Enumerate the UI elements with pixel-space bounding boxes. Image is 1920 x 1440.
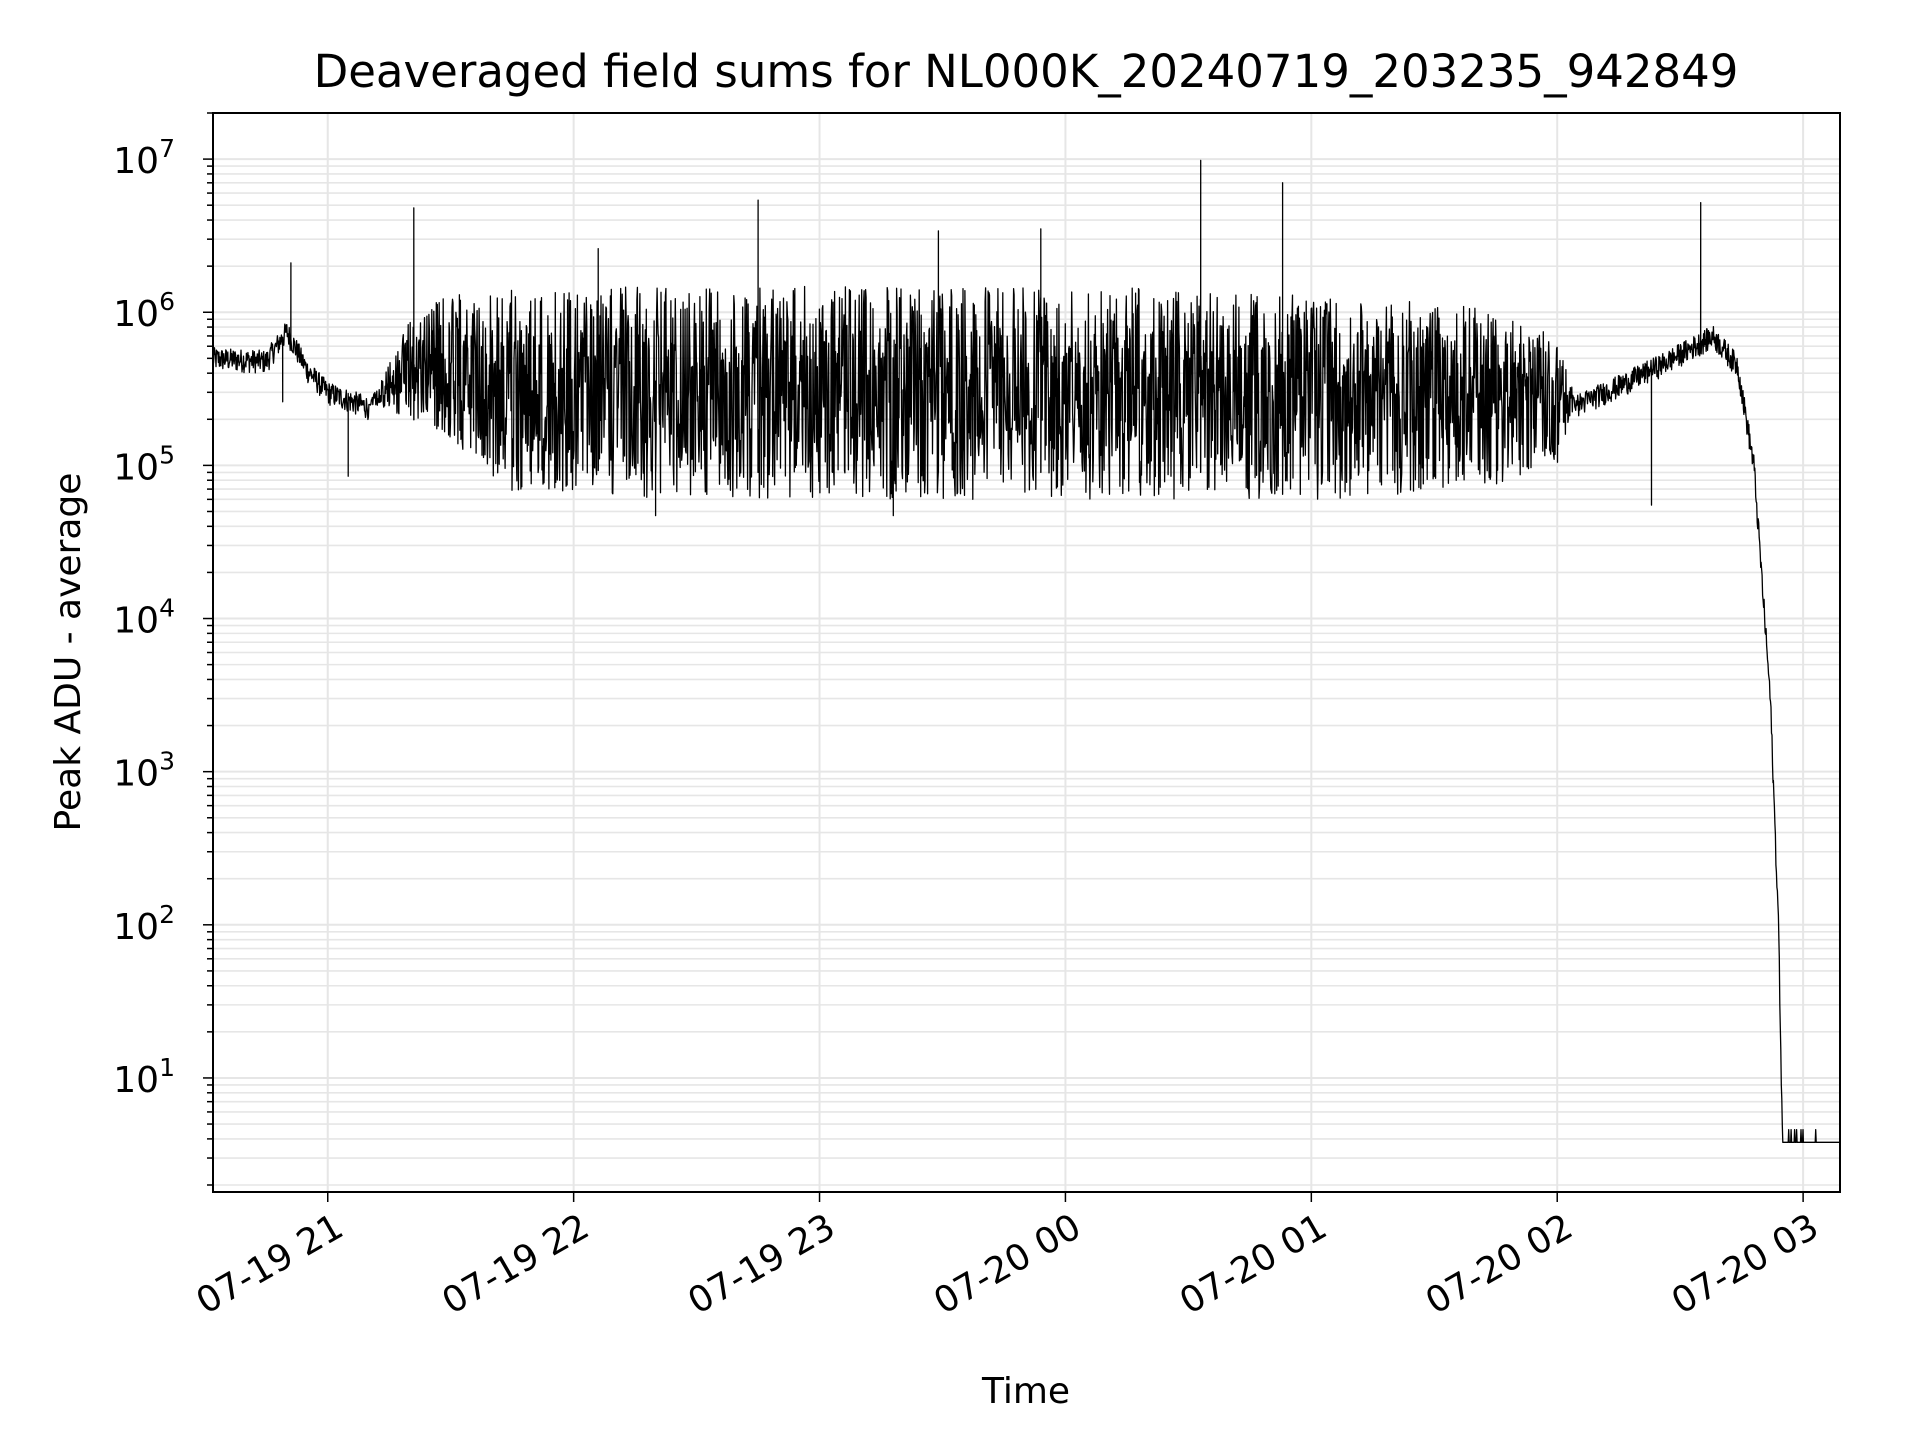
y-tick-label: 107 bbox=[113, 134, 175, 182]
y-tick-label: 105 bbox=[113, 440, 175, 488]
y-tick-label: 106 bbox=[113, 287, 175, 335]
y-axis-label: Peak ADU - average bbox=[48, 473, 89, 832]
y-tick-label: 102 bbox=[113, 900, 175, 948]
chart-title: Deaveraged field sums for NL000K_2024071… bbox=[314, 45, 1739, 98]
series-layer bbox=[212, 159, 1840, 1143]
data-line bbox=[212, 159, 1840, 1143]
x-axis-label: Time bbox=[981, 1371, 1070, 1412]
y-tick-label: 103 bbox=[113, 747, 175, 795]
y-tick-label: 101 bbox=[113, 1053, 175, 1101]
y-tick-label: 104 bbox=[113, 594, 175, 642]
